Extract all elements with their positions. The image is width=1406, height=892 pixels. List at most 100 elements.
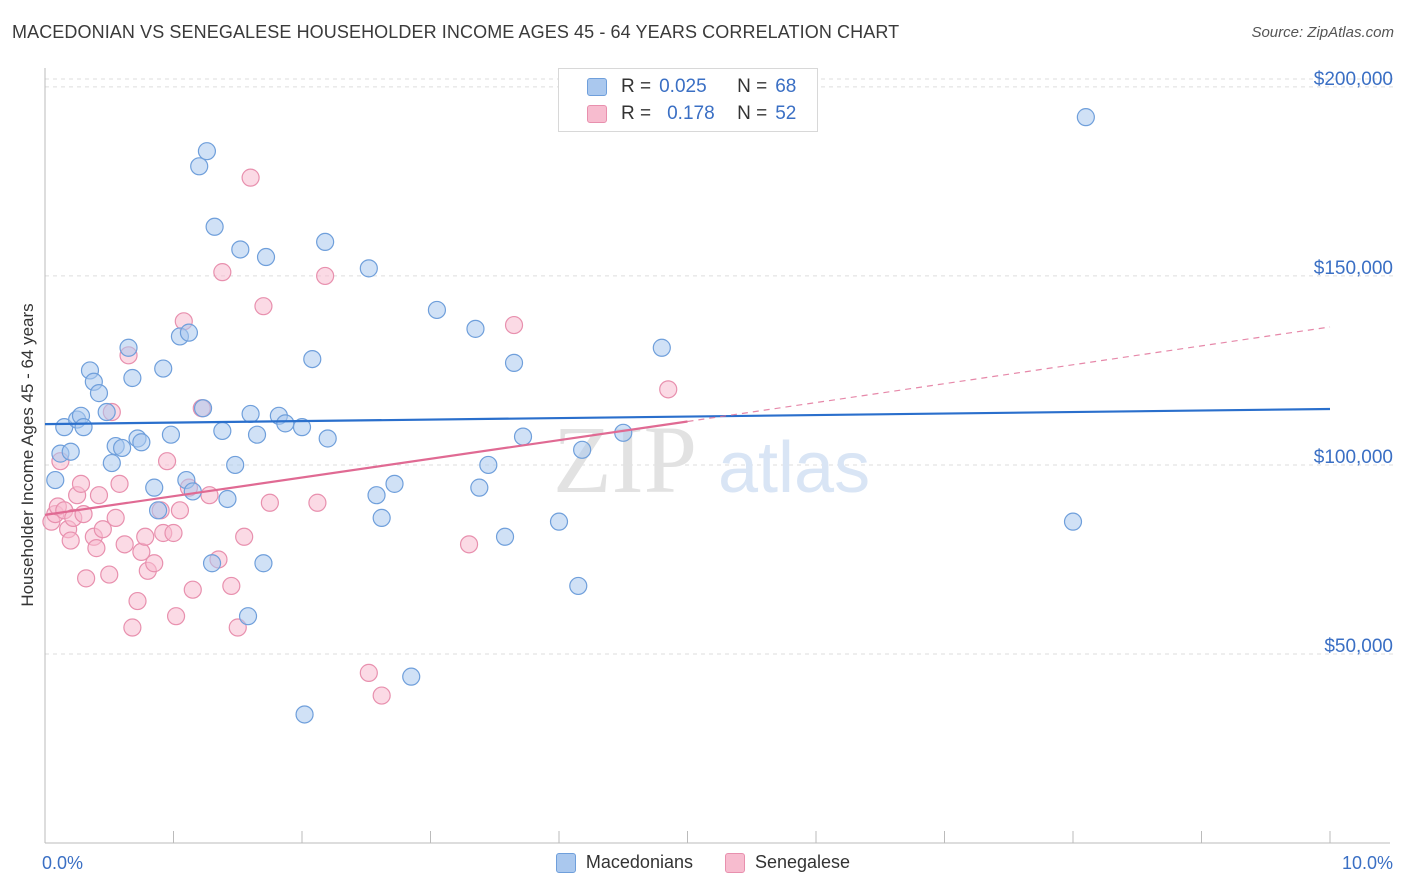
macedonian-point — [74, 418, 93, 437]
macedonian-point — [119, 338, 138, 357]
macedonian-point — [238, 607, 258, 626]
macedonian-point — [1063, 512, 1083, 531]
legend-row-macedonians: R = 0.025 N = 68 — [587, 74, 796, 100]
macedonian-point — [295, 705, 314, 724]
macedonian-point — [205, 217, 224, 236]
chart-title: MACEDONIAN VS SENEGALESE HOUSEHOLDER INC… — [12, 22, 900, 42]
macedonian-point — [256, 247, 276, 267]
macedonian-point — [161, 425, 181, 444]
senegalese-point — [71, 474, 91, 493]
senegalese-point — [316, 266, 335, 286]
senegalese-point — [87, 539, 106, 558]
trend-line-extension-senegalese — [687, 326, 1331, 423]
macedonian-point — [367, 486, 386, 505]
series-legend: Macedonians Senegalese — [0, 852, 1406, 873]
macedonian-point — [231, 240, 250, 259]
macedonian-point — [573, 440, 592, 459]
macedonian-point — [372, 508, 391, 527]
macedonian-point — [479, 455, 498, 475]
macedonian-point — [303, 349, 322, 369]
series-label-senegalese: Senegalese — [754, 852, 851, 872]
senegalese-point — [260, 493, 279, 512]
macedonian-point — [470, 478, 489, 497]
senegalese-point — [222, 576, 241, 596]
legend-n-value: 52 — [775, 103, 797, 124]
macedonian-point — [402, 667, 421, 686]
legend-n-value: 68 — [775, 76, 797, 97]
series-legend-senegalese: Senegalese — [724, 852, 851, 873]
macedonian-point — [46, 470, 65, 490]
macedonian-point — [513, 427, 533, 446]
x-tick-label: 10.0% — [1342, 853, 1393, 873]
legend-r-value: 0.178 — [667, 103, 715, 124]
source-label: Source: ZipAtlas.com — [1251, 24, 1394, 41]
legend-row-senegalese: R = 0.178 N = 52 — [587, 101, 796, 127]
y-tick-label: $50,000 — [1324, 636, 1393, 657]
senegalese-point — [77, 569, 96, 588]
macedonian-point — [148, 501, 168, 520]
macedonian-point — [318, 429, 337, 448]
macedonian-point — [247, 425, 267, 444]
macedonian-point — [1076, 108, 1095, 127]
macedonian-point — [154, 359, 173, 378]
macedonian-point — [226, 455, 245, 475]
macedonian-point — [213, 421, 232, 441]
trend-lines — [44, 326, 1331, 516]
tick-marks — [44, 831, 1331, 843]
macedonian-point — [97, 402, 116, 422]
macedonian-point — [112, 438, 132, 458]
y-tick-label: $100,000 — [1314, 447, 1393, 468]
legend-n-label: N = — [737, 103, 768, 124]
legend-n-label: N = — [737, 76, 768, 97]
senegalese-point — [183, 580, 202, 599]
senegalese-point — [89, 486, 109, 505]
senegalese-point — [100, 565, 119, 584]
axes — [44, 68, 1390, 844]
watermark: ZIP atlas — [553, 406, 870, 513]
macedonian-point — [202, 554, 222, 573]
macedonian-point — [276, 414, 295, 433]
tick-labels: $50,000 $100,000 $150,000 $200,000 0.0% 10.0% — [42, 69, 1393, 873]
macedonian-point — [193, 399, 213, 418]
senegalese-point — [308, 493, 327, 512]
macedonian-point — [569, 576, 588, 596]
senegalese-point — [61, 531, 80, 550]
senegalese-point — [157, 452, 177, 471]
senegalese-point — [359, 663, 378, 682]
trend-line-senegalese — [44, 420, 688, 516]
macedonian-point — [241, 404, 260, 424]
macedonian-points — [46, 108, 1095, 724]
senegalese-point — [254, 297, 273, 316]
macedonian-point — [123, 368, 142, 388]
senegalese-point — [228, 618, 247, 637]
macedonian-point — [549, 512, 569, 531]
series-swatch-blue — [555, 852, 576, 873]
senegalese-point — [93, 520, 112, 539]
senegalese-point — [106, 508, 125, 527]
macedonian-point — [197, 142, 217, 161]
y-tick-label: $200,000 — [1314, 69, 1393, 90]
macedonian-point — [132, 433, 151, 452]
senegalese-point — [166, 607, 186, 626]
macedonian-point — [427, 300, 447, 320]
senegalese-point — [170, 501, 190, 520]
watermark-zip: ZIP — [553, 406, 697, 513]
senegalese-point — [213, 263, 232, 282]
macedonian-point — [495, 527, 515, 546]
senegalese-point — [145, 554, 164, 573]
series-label-macedonians: Macedonians — [585, 852, 693, 872]
legend-r-label: R = — [621, 103, 652, 124]
macedonian-point — [89, 384, 109, 403]
series-swatch-pink — [724, 852, 745, 873]
macedonian-point — [179, 323, 199, 342]
macedonian-point — [385, 474, 404, 493]
macedonian-point — [61, 442, 80, 461]
legend-swatch-pink — [587, 105, 607, 123]
senegalese-point — [128, 591, 147, 611]
senegalese-point — [110, 474, 129, 493]
legend-swatch-blue — [587, 78, 607, 96]
macedonian-point — [359, 259, 378, 278]
senegalese-point — [115, 535, 134, 554]
trend-line-macedonians — [44, 407, 1331, 426]
